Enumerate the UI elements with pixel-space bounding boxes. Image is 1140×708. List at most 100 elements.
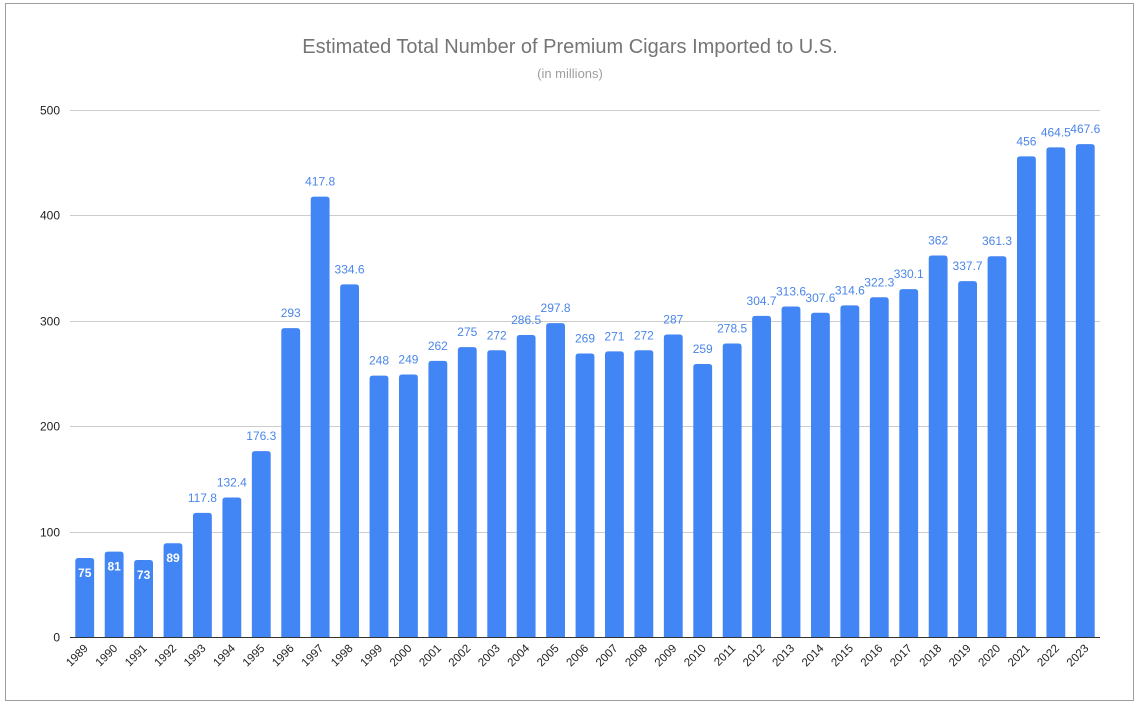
- y-tick-label: 200: [40, 420, 60, 434]
- bar-1999: [369, 375, 389, 637]
- x-tick-label: 2002: [447, 643, 474, 670]
- data-label: 337.7: [953, 259, 983, 273]
- x-tick-label: 2023: [1065, 643, 1092, 670]
- data-label: 272: [487, 328, 507, 342]
- data-label: 304.7: [747, 294, 777, 308]
- x-tick-label: 1990: [94, 643, 121, 670]
- data-label: 117.8: [188, 491, 217, 505]
- data-label: 81: [107, 560, 121, 574]
- bar-2016: [869, 297, 889, 637]
- bar-2011: [722, 343, 742, 637]
- data-label: 248: [369, 354, 389, 368]
- bar-2021: [1017, 156, 1036, 637]
- x-tick-label: 1991: [123, 643, 150, 670]
- x-tick-label: 2008: [623, 643, 650, 670]
- bar-2005: [546, 323, 565, 637]
- y-tick-label: 0: [53, 631, 60, 645]
- bar-1995: [251, 451, 271, 637]
- y-tick-label: 100: [40, 526, 60, 540]
- bar-1991: [134, 560, 153, 637]
- data-label: 361.3: [982, 234, 1012, 248]
- data-label: 417.8: [305, 175, 335, 189]
- x-tick-label: 1992: [153, 643, 180, 670]
- data-label: 322.3: [864, 275, 894, 289]
- bar-2014: [811, 312, 830, 637]
- bar-2007: [605, 351, 624, 637]
- bar-2009: [663, 334, 683, 637]
- data-label: 314.6: [835, 283, 865, 297]
- data-label: 259: [693, 342, 713, 356]
- bar-2002: [457, 347, 477, 637]
- bar-2004: [516, 335, 536, 637]
- x-tick-label: 1995: [241, 643, 268, 670]
- chart-title: Estimated Total Number of Premium Cigars…: [302, 36, 838, 58]
- bar-2019: [958, 281, 977, 637]
- bar-2001: [428, 360, 448, 637]
- data-label: 73: [137, 568, 151, 582]
- data-label: 286.5: [511, 313, 541, 327]
- x-tick-label: 2004: [506, 642, 533, 669]
- x-tick-label: 2013: [771, 643, 798, 670]
- bar-2003: [487, 350, 507, 637]
- x-axis-ticks: 1989 1990 1991 1992 1993 1994 1995 1996 1997 1998…: [64, 642, 1091, 669]
- data-label: 271: [604, 329, 624, 343]
- x-tick-label: 2021: [1006, 643, 1033, 670]
- bar-2018: [928, 255, 948, 637]
- x-tick-label: 2014: [800, 642, 827, 669]
- data-label: 297.8: [541, 301, 571, 315]
- y-tick-label: 400: [40, 209, 60, 223]
- bar-1998: [340, 284, 359, 637]
- x-tick-label: 1996: [270, 643, 297, 670]
- data-label: 293: [281, 306, 301, 320]
- x-tick-label: 2016: [859, 643, 886, 670]
- data-label: 278.5: [717, 321, 747, 335]
- x-tick-label: 1993: [182, 643, 209, 670]
- bar-1992: [163, 543, 183, 637]
- data-label: 249: [398, 353, 418, 367]
- data-label: 272: [634, 328, 654, 342]
- data-label: 269: [575, 331, 595, 345]
- x-tick-label: 1999: [359, 643, 386, 670]
- data-label: 275: [457, 325, 477, 339]
- bar-2000: [399, 374, 418, 637]
- y-tick-label: 300: [40, 315, 60, 329]
- bar-2022: [1046, 147, 1066, 638]
- bar-2015: [840, 305, 860, 637]
- bar-1994: [222, 497, 242, 637]
- data-label: 132.4: [217, 475, 247, 489]
- bar-2023: [1075, 144, 1095, 637]
- bar-1997: [310, 196, 330, 637]
- data-label: 307.6: [805, 291, 835, 305]
- x-tick-label: 2019: [947, 643, 974, 670]
- data-label: 362: [928, 233, 948, 247]
- bars: [75, 144, 1095, 638]
- bar-1996: [281, 328, 301, 637]
- data-label: 75: [78, 566, 92, 580]
- bar-2006: [575, 353, 595, 637]
- x-tick-label: 2020: [977, 643, 1004, 670]
- x-tick-label: 2003: [476, 643, 503, 670]
- y-axis-ticks: 0 100 200 300 400 500: [40, 104, 60, 645]
- bar-2017: [899, 289, 919, 637]
- data-label: 287: [663, 313, 683, 327]
- bar-1993: [193, 512, 212, 637]
- x-tick-label: 2015: [829, 643, 856, 670]
- data-label: 456: [1016, 134, 1036, 148]
- x-tick-label: 2006: [565, 643, 592, 670]
- x-tick-label: 1989: [64, 643, 91, 670]
- data-label: 313.6: [776, 284, 806, 298]
- x-tick-label: 2012: [741, 643, 768, 670]
- bar-1990: [104, 551, 124, 637]
- bar-2013: [781, 306, 801, 637]
- bar-2010: [693, 364, 713, 637]
- x-tick-label: 2022: [1035, 643, 1062, 670]
- x-tick-label: 2009: [653, 643, 680, 670]
- x-tick-label: 2000: [388, 643, 415, 670]
- chart-subtitle: (in millions): [537, 66, 603, 81]
- x-tick-label: 2005: [535, 643, 562, 670]
- bar-2020: [987, 256, 1007, 637]
- data-label: 330.1: [894, 267, 924, 281]
- data-label: 262: [428, 339, 448, 353]
